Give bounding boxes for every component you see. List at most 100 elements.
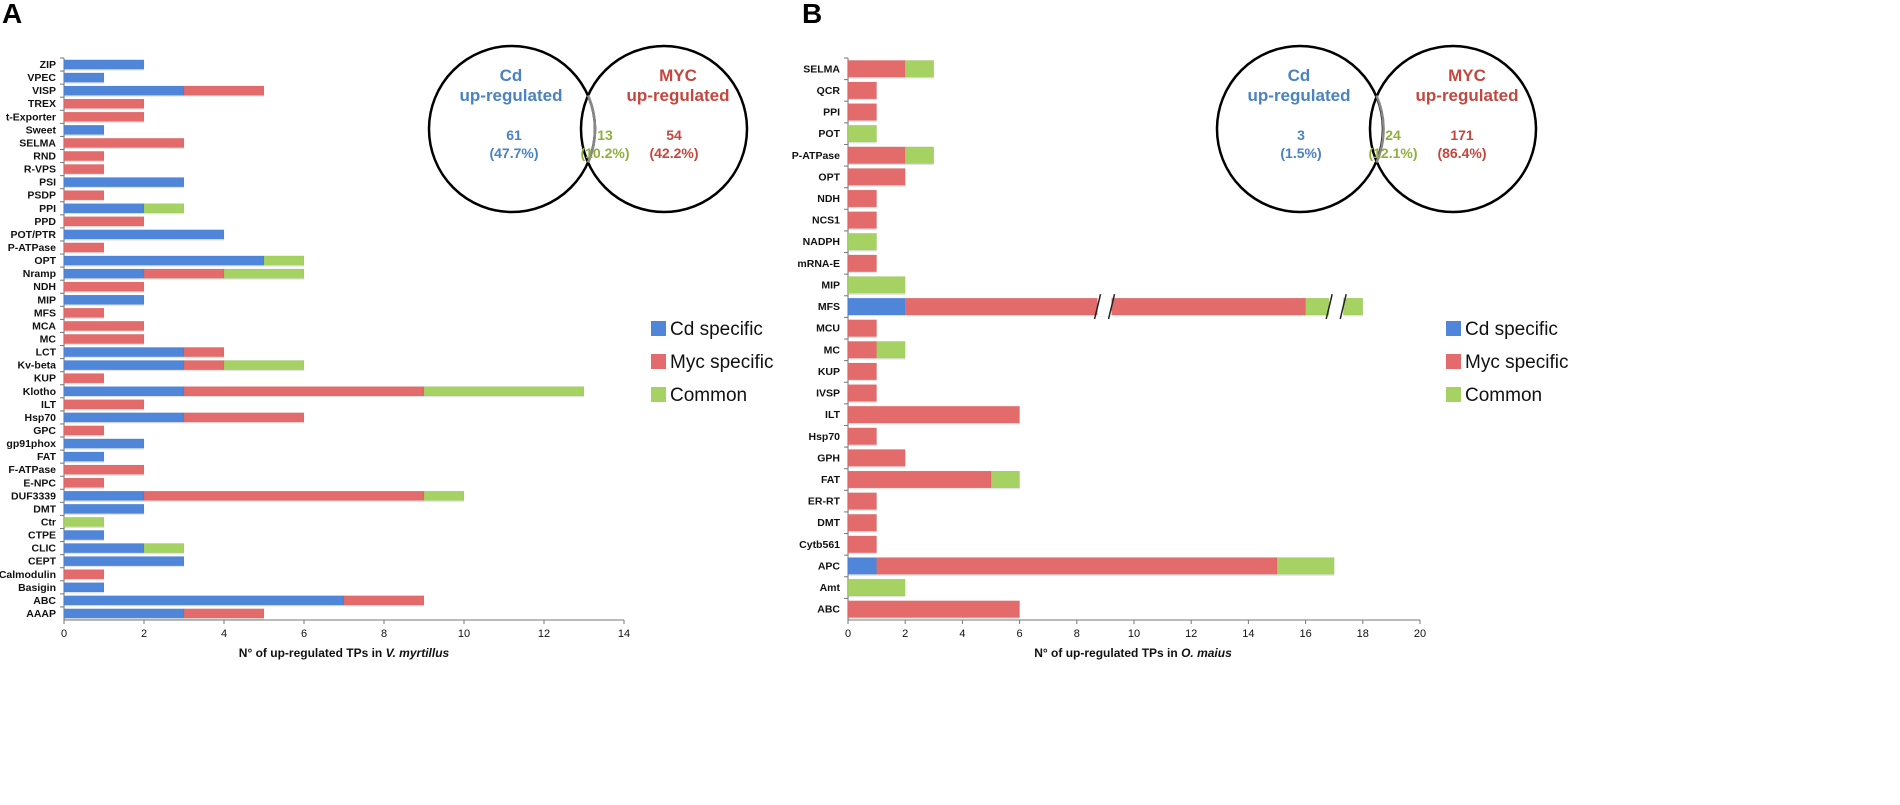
category-label-a-f-atpase: F-ATPase: [8, 464, 56, 476]
venn-b-myc-count: 171: [1450, 127, 1474, 143]
category-label-a-zip: ZIP: [40, 59, 56, 71]
bar-a-dmt-cd: [63, 503, 145, 514]
bar-a-ppd-myc: [63, 216, 145, 227]
bar-a-psi-cd: [63, 177, 185, 188]
bar-b-nadph-common: [847, 233, 877, 251]
bar-a-nramp-common: [223, 268, 305, 279]
category-label-a-mfs: MFS: [34, 307, 56, 319]
category-label-a-ctpe: CTPE: [28, 530, 56, 542]
bar-b-selma-myc: [847, 60, 906, 78]
bar-a-visp-myc: [183, 85, 265, 96]
bar-a-kup-myc: [63, 373, 105, 384]
x-tick-label-b: 14: [1242, 628, 1254, 640]
bar-a-klotho-common: [423, 386, 585, 397]
bar-b-hsp70-myc: [847, 427, 877, 445]
x-tick-label-b: 6: [1017, 628, 1023, 640]
x-axis-label-b-species: O. maius: [1181, 646, 1232, 660]
venn-b-cd-subtitle: up-regulated: [1248, 86, 1351, 105]
venn-a-cd-title: Cd: [500, 66, 523, 85]
bar-b-gph-myc: [847, 449, 906, 467]
legend-b-cd-label: Cd specific: [1465, 319, 1558, 340]
category-label-b-gph: GPH: [817, 452, 840, 464]
bar-b-mip-common: [847, 276, 906, 294]
category-label-a-rnd: RND: [33, 151, 56, 163]
category-label-a-duf3339: DUF3339: [11, 490, 56, 502]
bar-a-kv-beta-cd: [63, 360, 185, 371]
category-label-b-ncs1: NCS1: [812, 215, 840, 227]
x-tick-label-b: 18: [1357, 628, 1369, 640]
category-label-a-klotho: Klotho: [23, 386, 56, 398]
category-label-a-kv-beta: Kv-beta: [17, 360, 56, 372]
bar-a-fat-cd: [63, 451, 105, 462]
venn-a-cd-pct: (47.7%): [489, 145, 538, 161]
category-label-a-ctr: Ctr: [41, 516, 56, 528]
axis-break-mark: [1093, 293, 1102, 320]
bar-a-selma-myc: [63, 137, 185, 148]
panel-b: B 0 2 4 6 8 10 12 14 16 18 20SELMAQCRPPIPOTP-ATPas…: [792, 0, 1569, 660]
category-label-b-dmt: DMT: [817, 517, 840, 529]
bar-b-pot-common: [847, 124, 877, 143]
category-label-a-mip: MIP: [37, 294, 56, 306]
category-label-b-abc: ABC: [817, 604, 840, 616]
category-label-a-abc: ABC: [33, 595, 56, 607]
bar-b-ppi-myc: [847, 103, 877, 121]
bar-b-fat-common: [990, 470, 1020, 489]
x-tick-label-a: 4: [221, 628, 227, 640]
category-label-a-cept: CEPT: [28, 556, 57, 568]
bar-a-hsp70-cd: [63, 412, 185, 423]
bar-a-mc-myc: [63, 334, 145, 344]
x-axis-label-a-prefix: N° of up-regulated TPs in: [239, 646, 386, 660]
category-label-b-ndh: NDH: [817, 193, 840, 205]
panel-a: A 0 2 4 6 8 10 12 14 ZIPVPECVISPTREXt-ExporterSw…: [0, 0, 773, 660]
legend-b-common-swatch: [1446, 387, 1461, 402]
bar-a-ilt-myc: [63, 399, 145, 410]
category-label-b-cytb561: Cytb561: [799, 539, 840, 551]
category-label-a-psi: PSI: [39, 177, 56, 189]
legend-a-cd-swatch: [651, 321, 666, 336]
category-label-a-vpec: VPEC: [27, 72, 56, 84]
venn-b-cd-count: 3: [1297, 127, 1305, 143]
category-label-a-sweet: Sweet: [26, 124, 57, 136]
venn-b-overlap-arc: [1375, 94, 1385, 164]
venn-b: Cd up-regulated MYC up-regulated 3 (1.5%…: [1215, 44, 1538, 214]
category-label-b-hsp70: Hsp70: [808, 431, 840, 443]
bar-a-rnd-myc: [63, 151, 105, 161]
bar-a-kv-beta-myc: [183, 360, 225, 371]
x-tick-label-b: 4: [959, 628, 965, 640]
x-axis-label-a: N° of up-regulated TPs in V. myrtillus: [239, 646, 450, 660]
bar-a-klotho-myc: [183, 386, 425, 397]
category-label-a-psdp: PSDP: [27, 190, 56, 202]
category-label-b-fat: FAT: [821, 474, 841, 486]
bar-a-klotho-cd: [63, 386, 185, 397]
x-tick-label-a: 12: [538, 628, 550, 640]
venn-a-myc-count: 54: [666, 127, 682, 143]
bar-b-opt-myc: [847, 168, 906, 186]
x-axis-label-b-prefix: N° of up-regulated TPs in: [1034, 646, 1181, 660]
category-label-a-t-exporter: t-Exporter: [6, 111, 56, 123]
bar-a-mip-cd: [63, 294, 145, 305]
legend-b-cd-swatch: [1446, 321, 1461, 336]
legend-a-myc-label: Myc specific: [670, 352, 773, 373]
venn-a-myc-title: MYC: [659, 66, 697, 85]
bar-b-qcr-myc: [847, 81, 877, 100]
category-label-b-selma: SELMA: [803, 63, 840, 75]
category-label-b-qcr: QCR: [817, 85, 841, 97]
category-label-a-visp: VISP: [32, 85, 56, 97]
category-label-a-gp91phox: gp91phox: [6, 438, 56, 450]
venn-b-myc-circle: [1368, 44, 1538, 214]
category-label-a-ilt: ILT: [41, 399, 57, 411]
category-label-a-basigin: Basigin: [18, 582, 56, 594]
venn-b-common-count: 24: [1385, 127, 1401, 143]
category-label-a-aaap: AAAP: [26, 608, 56, 620]
venn-b-myc-title: MYC: [1448, 66, 1486, 85]
x-tick-label-b: 10: [1128, 628, 1140, 640]
legend-b: Cd specific Myc specific Common: [1446, 319, 1568, 406]
category-label-b-mrna-e: mRNA-E: [797, 258, 840, 270]
category-label-a-r-vps: R-VPS: [24, 164, 56, 176]
bar-a-psdp-myc: [63, 190, 105, 201]
category-label-b-er-rt: ER-RT: [808, 496, 841, 508]
category-label-b-ivsp: IVSP: [816, 388, 840, 400]
bar-a-abc-myc: [343, 595, 425, 606]
venn-b-myc-pct: (86.4%): [1437, 145, 1486, 161]
x-tick-label-a: 14: [618, 628, 630, 640]
